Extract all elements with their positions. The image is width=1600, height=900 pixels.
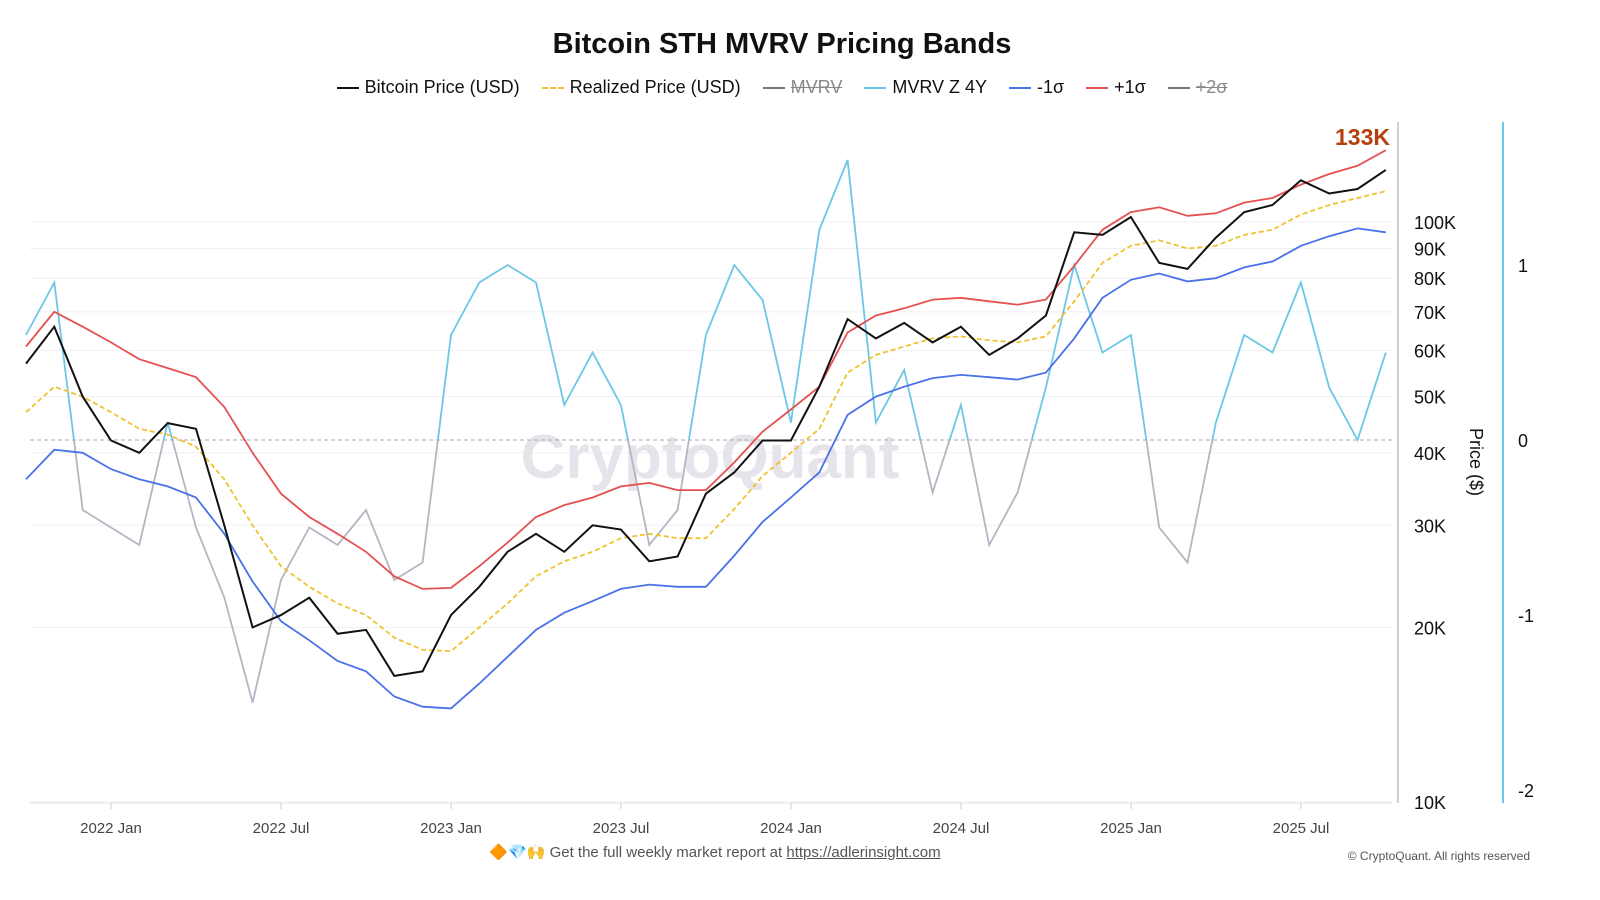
series-line-plus1-: [25, 149, 1387, 590]
series-line-mvrv-z-negative: [73, 440, 1359, 703]
x-tick-label: 2025 Jul: [1273, 820, 1330, 837]
legend-label: -1σ: [1037, 77, 1065, 97]
legend-swatch: [1167, 86, 1190, 89]
y-tick-label: 10K: [1414, 793, 1446, 813]
legend-item[interactable]: +2σ: [1167, 77, 1228, 98]
legend-label: MVRV: [790, 77, 843, 97]
legend-item[interactable]: MVRV Z 4Y: [864, 77, 987, 98]
y-axis-label: Price ($): [1466, 428, 1486, 496]
legend-label: +2σ: [1195, 77, 1228, 97]
x-tick-label: 2024 Jul: [933, 820, 990, 837]
series-line-realized-price-usd-: [25, 190, 1387, 653]
footer-emoji: 🔶💎🙌: [489, 844, 546, 861]
y-tick-label: 40K: [1414, 444, 1446, 464]
z-tick-label: 1: [1518, 256, 1528, 276]
legend-item[interactable]: -1σ: [1009, 77, 1064, 98]
x-tick-label: 2024 Jan: [760, 820, 822, 837]
z-tick-label: -2: [1518, 781, 1534, 801]
legend-label: MVRV Z 4Y: [892, 77, 988, 97]
z-tick-label: 0: [1518, 431, 1528, 451]
legend-swatch: [1009, 86, 1032, 89]
legend-swatch: [1086, 86, 1109, 89]
report-link[interactable]: https://adlerinsight.com: [786, 844, 941, 861]
legend-item[interactable]: Realized Price (USD): [541, 77, 741, 98]
legend-swatch: [541, 86, 564, 89]
legend-swatch: [864, 86, 887, 89]
gridlines: [30, 221, 1392, 803]
series-line--1-: [25, 227, 1386, 710]
y-tick-label: 90K: [1414, 240, 1446, 260]
legend-swatch: [762, 86, 785, 89]
legend: Bitcoin Price (USD) Realized Price (USD) M…: [0, 77, 1564, 98]
y-tick-label: 50K: [1414, 388, 1446, 408]
watermark: CryptoQuant: [521, 423, 900, 492]
y-tick-label: 80K: [1414, 269, 1446, 289]
legend-label: +1σ: [1114, 77, 1146, 97]
z-tick-label: -1: [1518, 606, 1534, 626]
x-tick-label: 2022 Jul: [253, 820, 310, 837]
x-tick-label: 2025 Jan: [1100, 820, 1162, 837]
series-line-mvrv-z-positive: [25, 159, 1387, 440]
copyright: © CryptoQuant. All rights reserved: [1347, 849, 1530, 863]
legend-item[interactable]: +1σ: [1086, 77, 1146, 98]
y-tick-label: 60K: [1414, 342, 1446, 362]
y-tick-label: 100K: [1414, 213, 1456, 233]
x-tick-label: 2022 Jan: [80, 820, 142, 837]
footer-text: Get the full weekly market report at: [549, 844, 783, 861]
y-tick-label: 30K: [1414, 516, 1446, 536]
y-tick-label: 70K: [1414, 303, 1446, 323]
last-value-label: 133K: [1335, 124, 1390, 150]
legend-swatch: [336, 86, 359, 89]
legend-item[interactable]: MVRV: [762, 77, 843, 98]
x-tick-label: 2023 Jul: [593, 820, 650, 837]
chart-title: Bitcoin STH MVRV Pricing Bands: [552, 28, 1012, 60]
y-tick-label: 20K: [1414, 618, 1446, 638]
legend-label: Realized Price (USD): [569, 77, 741, 97]
legend-label: Bitcoin Price (USD): [364, 77, 520, 97]
x-tick-label: 2023 Jan: [420, 820, 482, 837]
legend-item[interactable]: Bitcoin Price (USD): [336, 77, 520, 98]
footer: 🔶💎🙌 Get the full weekly market report at…: [0, 843, 1430, 861]
series-line-bitcoin-price-usd-: [25, 169, 1387, 677]
